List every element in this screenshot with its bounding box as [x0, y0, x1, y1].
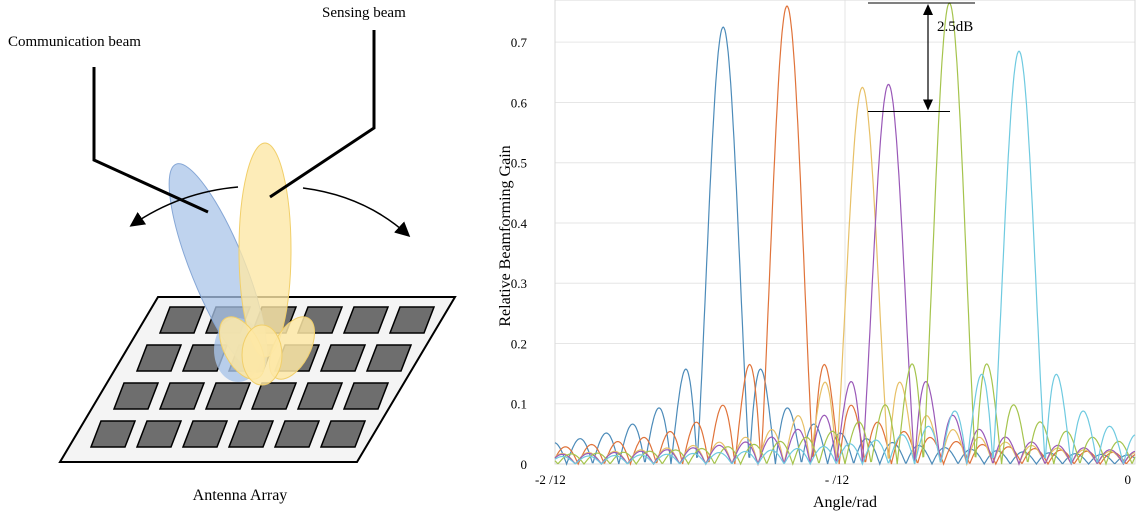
beamforming-gain-chart: 0 0.1 0.2 0.3 0.4 0.5 0.6 0.7 -2 /12 - /12 0 2.5d… — [480, 0, 1145, 516]
communication-beam-label: Communication beam — [8, 34, 141, 50]
antenna-element — [342, 382, 390, 410]
antenna-element — [319, 344, 367, 372]
antenna-element — [158, 382, 206, 410]
y-axis-label: Relative Beamforming Gain — [497, 145, 514, 326]
y-tick-label: 0.6 — [511, 95, 528, 110]
x-axis-label: Angle/rad — [813, 494, 877, 511]
antenna-element — [204, 382, 252, 410]
scan-arrow-left — [129, 186, 239, 227]
antenna-element — [388, 306, 436, 334]
communication-leader-line — [92, 67, 209, 214]
antenna-element — [342, 306, 390, 334]
annotation-label: 2.5dB — [937, 19, 973, 35]
antenna-element — [89, 420, 137, 448]
sensing-beam — [218, 142, 316, 386]
x-tick-label: - /12 — [825, 472, 849, 487]
series-line-5 — [554, 2, 1136, 466]
gain-annotation: 2.5dB — [868, 2, 975, 112]
antenna-element — [158, 306, 206, 334]
x-tick-label: 0 — [1125, 472, 1132, 487]
y-tick-label: 0.1 — [511, 397, 527, 412]
sensing-beam-label: Sensing beam — [322, 5, 406, 21]
antenna-array-label: Antenna Array — [193, 487, 288, 504]
antenna-element — [135, 420, 183, 448]
antenna-element — [112, 382, 160, 410]
y-tick-label: 0.5 — [511, 156, 527, 171]
antenna-element — [296, 382, 344, 410]
sensing-leader-line — [269, 30, 376, 199]
x-tick-label: -2 /12 — [535, 472, 566, 487]
antenna-element — [365, 344, 413, 372]
y-tick-label: 0.7 — [511, 35, 528, 50]
system-diagram-svg: Communication beam Sensing beam Antenna … — [8, 5, 457, 504]
y-tick-label: 0.2 — [511, 336, 527, 351]
chart-svg: 0 0.1 0.2 0.3 0.4 0.5 0.6 0.7 -2 /12 - /12 0 2.5d… — [497, 0, 1136, 511]
y-tick-labels: 0 0.1 0.2 0.3 0.4 0.5 0.6 0.7 — [511, 35, 528, 472]
annotation-arrowhead-down — [923, 99, 933, 111]
y-tick-label: 0 — [521, 457, 528, 472]
y-tick-label: 0.3 — [511, 276, 527, 291]
antenna-element — [273, 420, 321, 448]
antenna-element — [135, 344, 183, 372]
system-diagram: Communication beam Sensing beam Antenna … — [0, 0, 480, 516]
series-line-4 — [554, 83, 1136, 466]
antenna-element — [227, 420, 275, 448]
antenna-element — [250, 382, 298, 410]
x-tick-labels: -2 /12 - /12 0 — [535, 472, 1131, 487]
chart-grid — [554, 0, 1136, 465]
y-tick-label: 0.4 — [511, 216, 528, 231]
series-line-6 — [554, 50, 1136, 466]
annotation-arrowhead-up — [923, 4, 933, 16]
antenna-element — [319, 420, 367, 448]
scan-arrow-right — [302, 187, 411, 238]
chart-series — [554, 2, 1136, 467]
series-line-1 — [554, 26, 1136, 466]
antenna-element — [181, 420, 229, 448]
